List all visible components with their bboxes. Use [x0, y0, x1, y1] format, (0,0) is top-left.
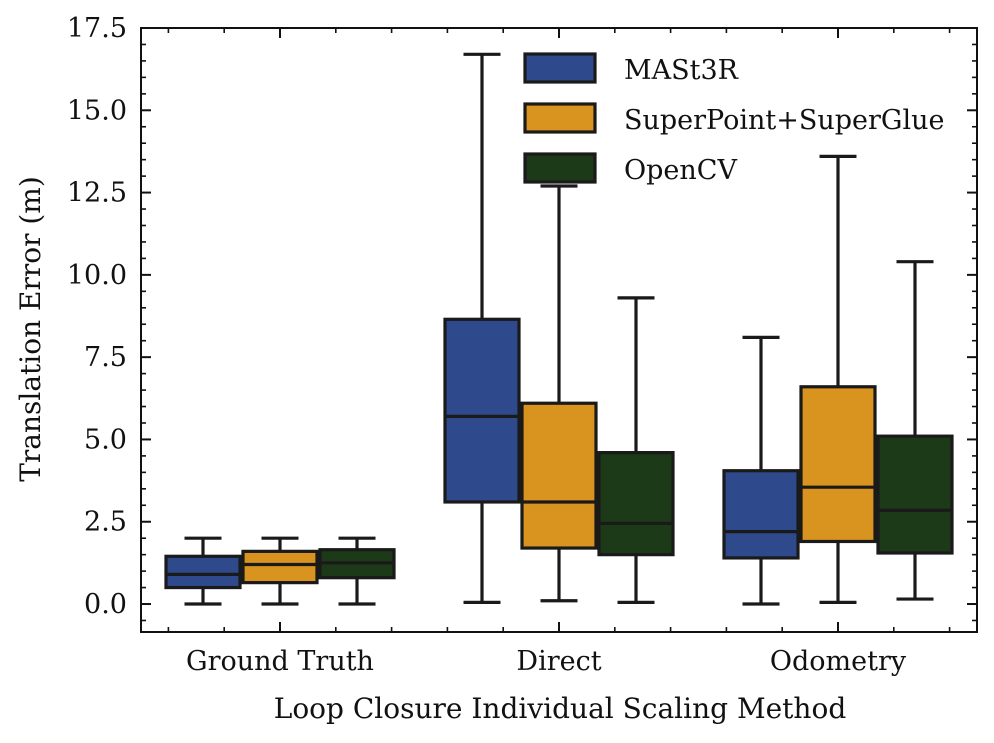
iqr-box — [597, 451, 675, 557]
x-tick-label: Direct — [516, 646, 601, 677]
box-opencv-ground-truth — [318, 536, 396, 606]
y-tick-label: 0.0 — [84, 589, 127, 620]
iqr-box — [443, 317, 521, 504]
legend-label: MASt3R — [624, 55, 739, 86]
legend-swatch — [523, 152, 597, 184]
box-superpoint-superglue-odometry — [799, 154, 877, 604]
y-tick-label: 10.0 — [67, 260, 127, 291]
box-opencv-odometry — [876, 260, 954, 601]
axes: 0.0 2.5 5.0 7.5 10.0 12.5 15.0 17.5 Ground Truth… — [67, 13, 978, 677]
y-tick-label: 7.5 — [84, 342, 127, 373]
box-mast3r-ground-truth — [164, 536, 242, 606]
legend-label: OpenCV — [624, 155, 737, 186]
iqr-box — [722, 469, 800, 560]
box-superpoint-superglue-ground-truth — [241, 536, 319, 606]
y-axis-label: Translation Error (m) — [14, 176, 47, 482]
y-tick-label: 5.0 — [84, 424, 127, 455]
plot-area — [164, 52, 954, 606]
iqr-box — [876, 434, 954, 555]
legend-label: SuperPoint+SuperGlue — [624, 105, 945, 136]
legend: MASt3R SuperPoint+SuperGlue OpenCV — [523, 52, 945, 186]
iqr-box — [164, 554, 242, 590]
iqr-box — [241, 549, 319, 585]
y-tick-label: 15.0 — [67, 95, 127, 126]
box-mast3r-odometry — [722, 335, 800, 606]
box-opencv-direct — [597, 296, 675, 604]
y-tick-label: 12.5 — [67, 178, 127, 209]
box-superpoint-superglue-direct — [520, 184, 598, 603]
iqr-box — [799, 385, 877, 544]
legend-swatch — [523, 102, 597, 134]
iqr-box — [520, 401, 598, 550]
y-tick-label: 17.5 — [67, 13, 127, 44]
x-tick-label: Odometry — [770, 646, 907, 677]
x-axis-label: Loop Closure Individual Scaling Method — [274, 692, 847, 725]
box-mast3r-direct — [443, 52, 521, 604]
legend-swatch — [523, 52, 597, 84]
y-tick-label: 2.5 — [84, 507, 127, 538]
x-tick-label: Ground Truth — [186, 646, 374, 677]
